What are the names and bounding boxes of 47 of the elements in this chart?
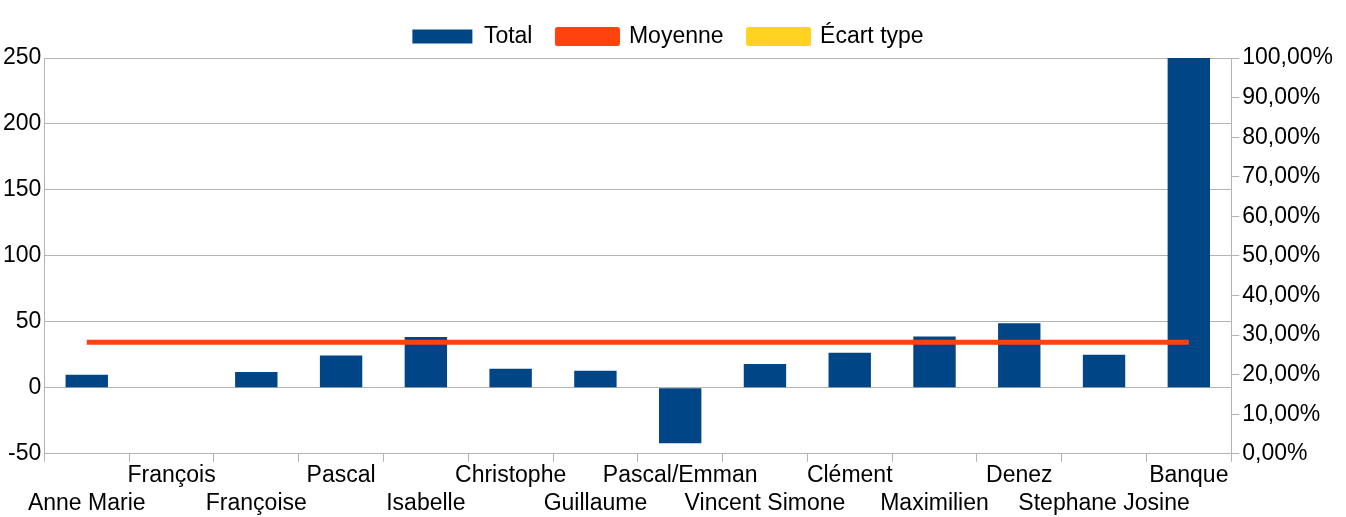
x-tick-label: Stephane Josine	[1018, 488, 1190, 515]
x-tick-label: Denez	[986, 460, 1053, 487]
bar	[235, 372, 278, 388]
bar	[658, 388, 702, 444]
y-tick-label: 50	[15, 307, 42, 334]
bar	[913, 336, 956, 388]
y-tick-label: 250	[3, 43, 42, 70]
x-tick-label: Anne Marie	[27, 488, 146, 515]
y2-tick-label: 100,00%	[1242, 43, 1334, 70]
y2-tick-label: 70,00%	[1242, 162, 1321, 189]
y2-tick-label: 0,00%	[1242, 439, 1308, 466]
bar	[828, 352, 871, 388]
x-tick-label: Pascal/Emman	[602, 460, 758, 487]
bar	[998, 323, 1041, 388]
y2-tick-label: 40,00%	[1242, 280, 1321, 307]
y2-tick-label: 90,00%	[1242, 82, 1321, 109]
y2-tick-label: 20,00%	[1242, 359, 1321, 386]
bar	[489, 368, 532, 388]
y-tick-label: -50	[8, 439, 42, 466]
y-tick-label: 0	[28, 373, 42, 400]
x-tick-label: Pascal	[306, 460, 376, 487]
bar	[1167, 58, 1211, 388]
legend-label: Écart type	[820, 21, 924, 48]
bar	[65, 374, 108, 388]
bar	[574, 370, 617, 388]
y2-tick-label: 50,00%	[1242, 241, 1321, 268]
legend-label: Total	[483, 21, 533, 48]
bar	[1082, 354, 1126, 388]
x-tick-label: Françoise	[205, 488, 307, 515]
y2-tick-label: 10,00%	[1242, 399, 1321, 426]
x-tick-label: Isabelle	[386, 488, 466, 515]
bar	[743, 364, 787, 388]
x-tick-label: François	[127, 460, 216, 487]
y2-tick-label: 60,00%	[1242, 201, 1321, 228]
y2-tick-label: 30,00%	[1242, 320, 1321, 347]
y-tick-label: 200	[3, 109, 42, 136]
y2-tick-label: 80,00%	[1242, 122, 1321, 149]
y-tick-label: 150	[3, 175, 42, 202]
bar	[319, 355, 363, 388]
x-tick-label: Guillaume	[543, 488, 648, 515]
x-tick-label: Banque	[1149, 460, 1229, 487]
x-tick-label: Christophe	[455, 460, 567, 487]
legend-label: Moyenne	[628, 21, 724, 48]
y-tick-label: 100	[3, 241, 42, 268]
x-tick-label: Clément	[806, 460, 894, 487]
x-tick-label: Vincent Simone	[684, 488, 846, 515]
x-tick-label: Maximilien	[880, 488, 989, 515]
